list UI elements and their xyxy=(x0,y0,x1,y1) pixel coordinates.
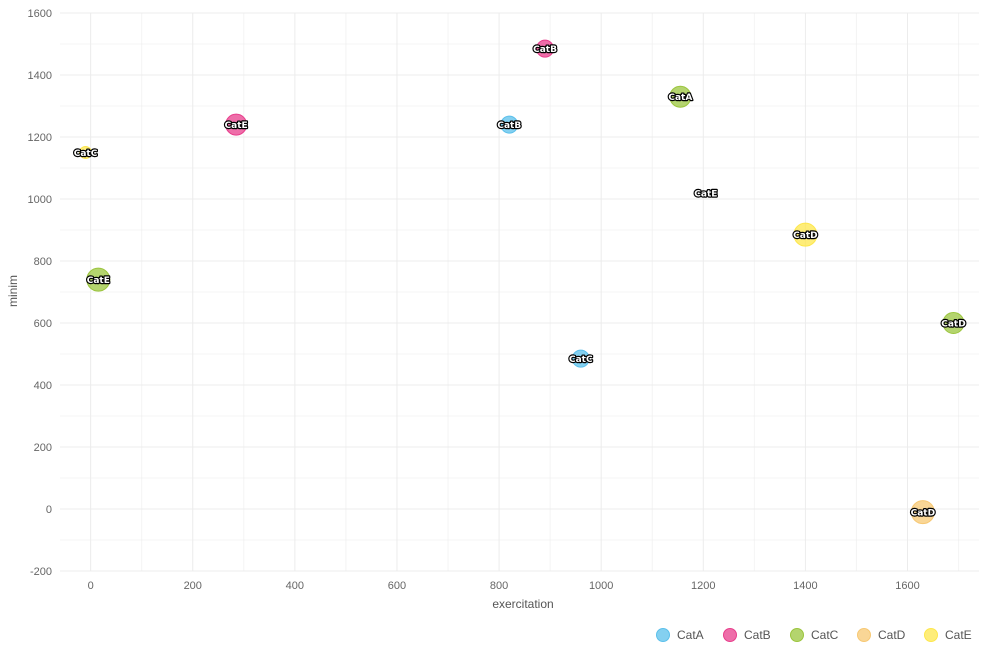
y-tick-label: 400 xyxy=(34,380,52,392)
data-point-label: CatC xyxy=(74,149,98,159)
legend-item-cate: CatE xyxy=(924,628,972,642)
legend-label: CatB xyxy=(744,628,771,642)
data-point-label: CatE xyxy=(694,189,717,199)
x-tick-label: 800 xyxy=(490,580,508,592)
y-tick-label: 1600 xyxy=(28,8,52,20)
legend-label: CatE xyxy=(945,628,972,642)
x-tick-label: 0 xyxy=(88,580,94,592)
data-point-catc xyxy=(942,312,965,334)
legend-item-catc: CatC xyxy=(790,628,839,642)
data-point-cate xyxy=(793,222,818,247)
legend-swatch xyxy=(790,628,804,642)
data-point-catc xyxy=(669,85,692,108)
y-tick-label: 600 xyxy=(34,318,52,330)
x-tick-label: 1200 xyxy=(691,580,715,592)
data-point-catb xyxy=(536,39,555,58)
legend-item-cata: CatA xyxy=(656,628,704,642)
y-tick-label: 0 xyxy=(46,504,52,516)
legend-swatch xyxy=(656,628,670,642)
x-axis-title: exercitation xyxy=(492,597,553,611)
y-axis-title: minim xyxy=(6,275,20,307)
x-tick-label: 400 xyxy=(286,580,304,592)
data-point-cata xyxy=(571,349,590,368)
y-tick-label: -200 xyxy=(30,566,52,578)
legend-label: CatC xyxy=(811,628,839,642)
x-tick-label: 200 xyxy=(184,580,202,592)
data-points xyxy=(79,39,965,525)
data-labels: CatC CatE CatE CatB CatB CatC CatA CatE CatD CatD… xyxy=(73,44,967,520)
y-axis-ticks: -200 0 200 400 600 800 1000 1200 1400 1600 xyxy=(28,8,52,578)
data-point-catd xyxy=(910,500,935,525)
data-point-cate xyxy=(79,146,93,159)
data-point-catb xyxy=(225,113,248,136)
data-point-label: CatD xyxy=(911,509,935,519)
legend-swatch xyxy=(857,628,871,642)
y-tick-label: 800 xyxy=(34,256,52,268)
grid xyxy=(60,12,979,572)
legend-item-catd: CatD xyxy=(857,628,906,642)
x-axis-ticks: 0 200 400 600 800 1000 1200 1400 1600 xyxy=(88,580,920,592)
data-point-label: CatD xyxy=(941,320,965,330)
x-tick-label: 1400 xyxy=(793,580,817,592)
x-tick-label: 600 xyxy=(388,580,406,592)
y-tick-label: 1200 xyxy=(28,132,52,144)
data-point-label: CatD xyxy=(793,231,817,241)
legend-swatch xyxy=(924,628,938,642)
y-tick-label: 1000 xyxy=(28,194,52,206)
data-point-label: CatC xyxy=(569,355,593,365)
legend-swatch xyxy=(723,628,737,642)
y-tick-label: 1400 xyxy=(28,70,52,82)
data-point-label: CatE xyxy=(225,121,248,131)
x-tick-label: 1600 xyxy=(895,580,919,592)
y-tick-label: 200 xyxy=(34,442,52,454)
legend: CatA CatB CatC CatD CatE xyxy=(656,628,972,642)
x-tick-label: 1000 xyxy=(589,580,613,592)
data-point-label: CatE xyxy=(87,276,110,286)
data-point-label: CatB xyxy=(497,121,521,131)
data-point-label: CatA xyxy=(668,93,692,103)
legend-item-catb: CatB xyxy=(723,628,771,642)
legend-label: CatD xyxy=(878,628,906,642)
data-point-label: CatB xyxy=(533,45,557,55)
data-point-catc xyxy=(86,267,111,292)
legend-label: CatA xyxy=(677,628,704,642)
data-point-cata xyxy=(500,115,519,134)
